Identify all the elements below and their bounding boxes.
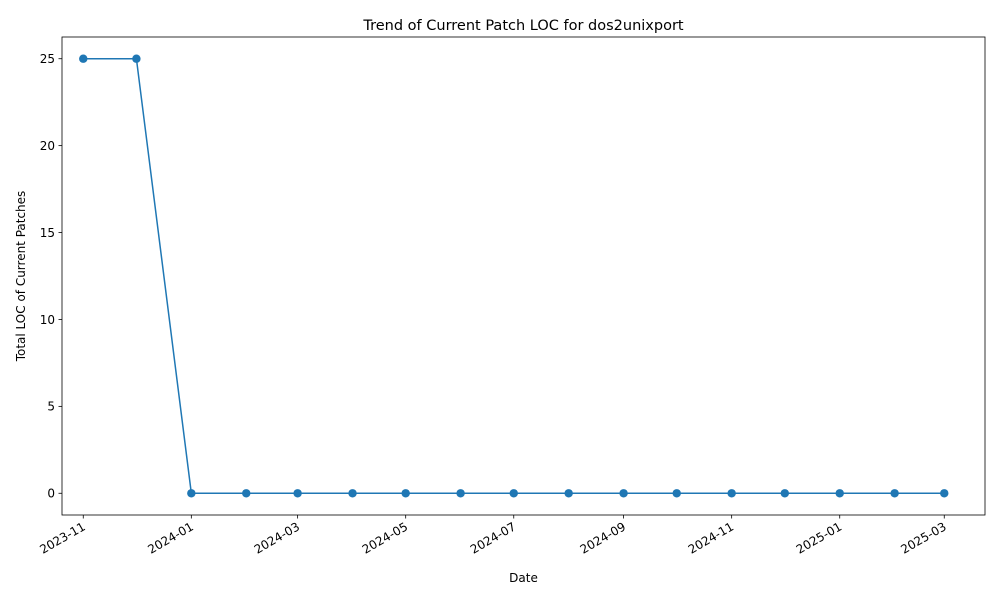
data-point xyxy=(940,489,949,498)
data-point xyxy=(348,489,357,498)
y-tick-label: 25 xyxy=(40,52,55,66)
data-point xyxy=(79,54,88,63)
chart-title: Trend of Current Patch LOC for dos2unixp… xyxy=(362,18,684,34)
y-tick-label: 20 xyxy=(40,139,55,153)
data-point xyxy=(780,489,790,498)
plot-frame xyxy=(61,36,986,516)
y-tick-label: 5 xyxy=(47,400,55,414)
y-tick-label: 0 xyxy=(47,487,55,501)
data-point xyxy=(672,489,681,498)
data-point xyxy=(564,489,573,498)
y-axis: 0 5 10 15 20 25 xyxy=(40,52,62,501)
y-axis-label: Total LOC of Current Patches xyxy=(14,191,28,363)
y-tick-label: 15 xyxy=(40,226,55,240)
data-point xyxy=(132,54,141,63)
data-point xyxy=(293,489,302,498)
data-point xyxy=(242,489,251,498)
data-point xyxy=(187,489,196,498)
y-tick-label: 10 xyxy=(40,313,55,327)
data-point xyxy=(456,489,465,498)
data-point xyxy=(890,489,899,498)
data-point xyxy=(401,489,410,498)
data-point xyxy=(509,489,518,498)
plot-area xyxy=(61,36,986,516)
data-point xyxy=(835,489,844,498)
x-axis-label: Date xyxy=(509,571,538,585)
data-point xyxy=(727,489,736,498)
data-point xyxy=(619,489,628,498)
